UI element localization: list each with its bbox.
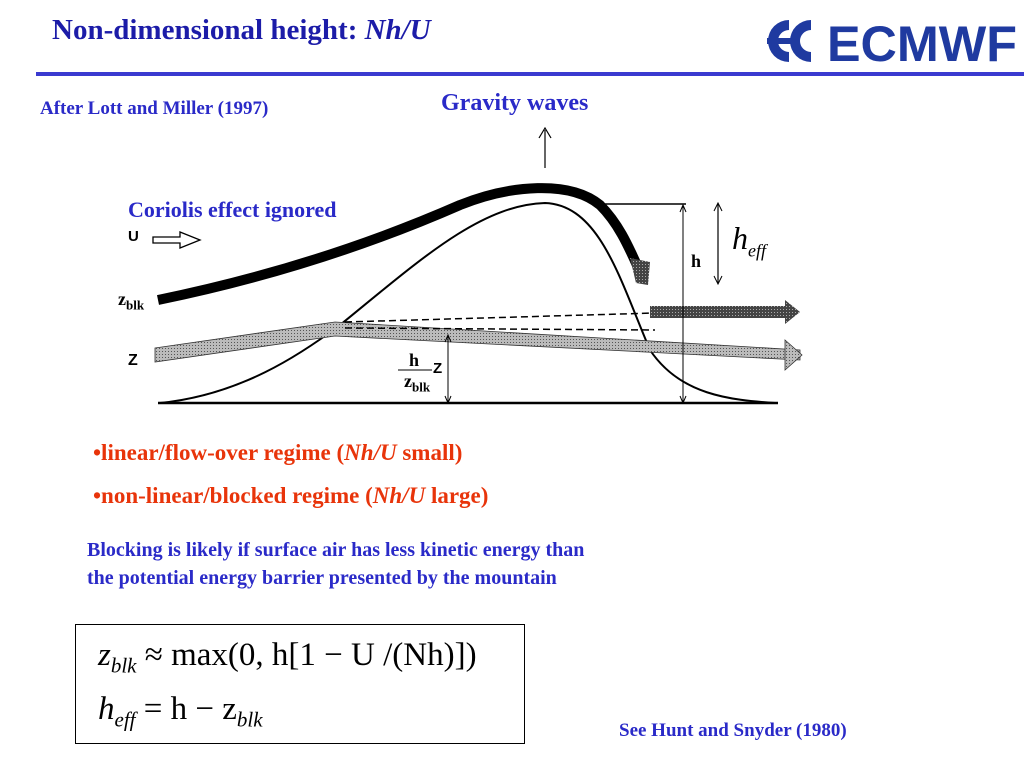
equation-box: zblk ≈ max(0, h[1 − U /(Nh)]) heff = h −…	[75, 624, 525, 744]
z-label: Z	[128, 352, 138, 369]
heff-h: h	[732, 220, 748, 256]
page-title: Non-dimensional height: Nh/U	[52, 14, 431, 47]
frac-num: h	[409, 350, 420, 370]
zblk-z: z	[118, 289, 126, 309]
equation-heff: heff = h − zblk	[98, 691, 263, 733]
mountain-profile	[159, 201, 776, 404]
frac-den-sub: blk	[412, 379, 431, 395]
u-arrow	[152, 231, 202, 249]
u-label: U	[128, 228, 139, 245]
eq1-lhs: z	[98, 637, 111, 673]
eq1-lhs-sub: blk	[110, 653, 137, 678]
bullet-text: small)	[396, 440, 463, 465]
eq2-lhs-sub: eff	[114, 707, 136, 732]
eq2-rhs-sub: blk	[236, 707, 263, 732]
blocking-text: Blocking is likely if surface air has le…	[87, 536, 584, 592]
bullet-text: large)	[425, 483, 489, 508]
eq2-rhs: = h − z	[143, 691, 237, 727]
ecmwf-logo: ECMWF	[767, 16, 1017, 66]
frac-den: zblk	[404, 371, 430, 396]
bullet-nonlinear: •non-linear/blocked regime (Nh/U large)	[93, 483, 488, 509]
upper-streamline	[156, 183, 645, 305]
heff-sub: eff	[748, 240, 766, 261]
gravity-waves-label: Gravity waves	[441, 90, 589, 116]
blocking-line: the potential energy barrier presented b…	[87, 567, 557, 589]
title-text: Non-dimensional height:	[52, 14, 365, 46]
frac-den-z: z	[404, 371, 412, 391]
eq1-rhs: ≈ max(0, h[1 − U /(Nh)])	[144, 637, 477, 673]
bullet-italic: Nh/U	[344, 440, 397, 465]
bullet-text: •non-linear/blocked regime (	[93, 483, 373, 508]
reference: See Hunt and Snyder (1980)	[619, 720, 847, 741]
bullet-text: •linear/flow-over regime (	[93, 440, 345, 465]
zblk-label: zblk	[118, 289, 144, 314]
citation: After Lott and Miller (1997)	[40, 98, 269, 119]
zblk-sub: blk	[126, 297, 145, 313]
title-italic: Nh/U	[364, 14, 431, 46]
bullet-linear: •linear/flow-over regime (Nh/U small)	[93, 440, 462, 466]
heff-label: heff	[732, 220, 766, 261]
header-rule	[36, 72, 1024, 76]
h-label: h	[691, 251, 702, 271]
blocking-line: Blocking is likely if surface air has le…	[87, 539, 585, 561]
svg-text:ECMWF: ECMWF	[827, 16, 1017, 66]
bullet-italic: Nh/U	[372, 483, 426, 508]
coriolis-label: Coriolis effect ignored	[128, 197, 337, 222]
split-streamline	[650, 306, 785, 318]
equation-zblk: zblk ≈ max(0, h[1 − U /(Nh)])	[98, 637, 477, 679]
eq2-lhs: h	[98, 691, 115, 727]
lower-streamline	[154, 321, 801, 363]
frac-z: Z	[433, 360, 443, 377]
